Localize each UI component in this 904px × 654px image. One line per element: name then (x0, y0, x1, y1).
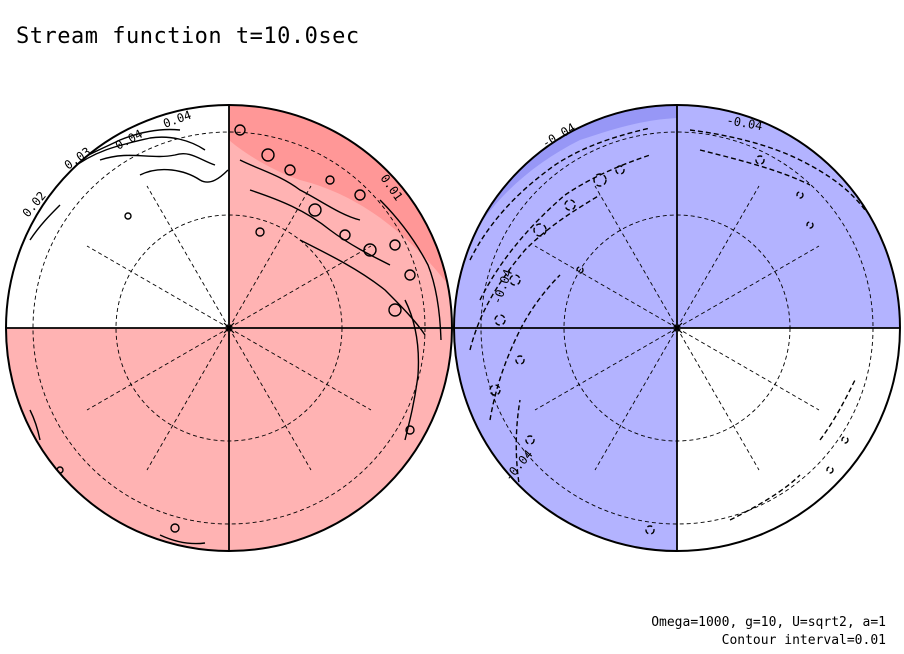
parameter-annotation: Omega=1000, g=10, U=sqrt2, a=1 Contour i… (651, 614, 886, 650)
right-contours (469, 127, 866, 535)
right-hemisphere: -0.04 -0.04 -0.04 -0.04 (453, 104, 901, 552)
left-label-1: 0.04 (113, 127, 145, 153)
right-fill-lower-left (454, 328, 677, 551)
left-contours (29, 124, 442, 545)
right-grid (453, 104, 901, 552)
left-label-0: 0.04 (161, 108, 193, 131)
left-label-2: 0.03 (62, 144, 94, 172)
parameter-line: Omega=1000, g=10, U=sqrt2, a=1 (651, 615, 886, 630)
contour-interval-line: Contour interval=0.01 (721, 633, 886, 648)
right-label-1: -0.04 (725, 113, 763, 133)
figure-title: Stream function t=10.0sec (16, 24, 360, 49)
pole-markers (223, 322, 683, 334)
left-grid (5, 104, 453, 552)
left-fill-bottom (6, 328, 452, 551)
